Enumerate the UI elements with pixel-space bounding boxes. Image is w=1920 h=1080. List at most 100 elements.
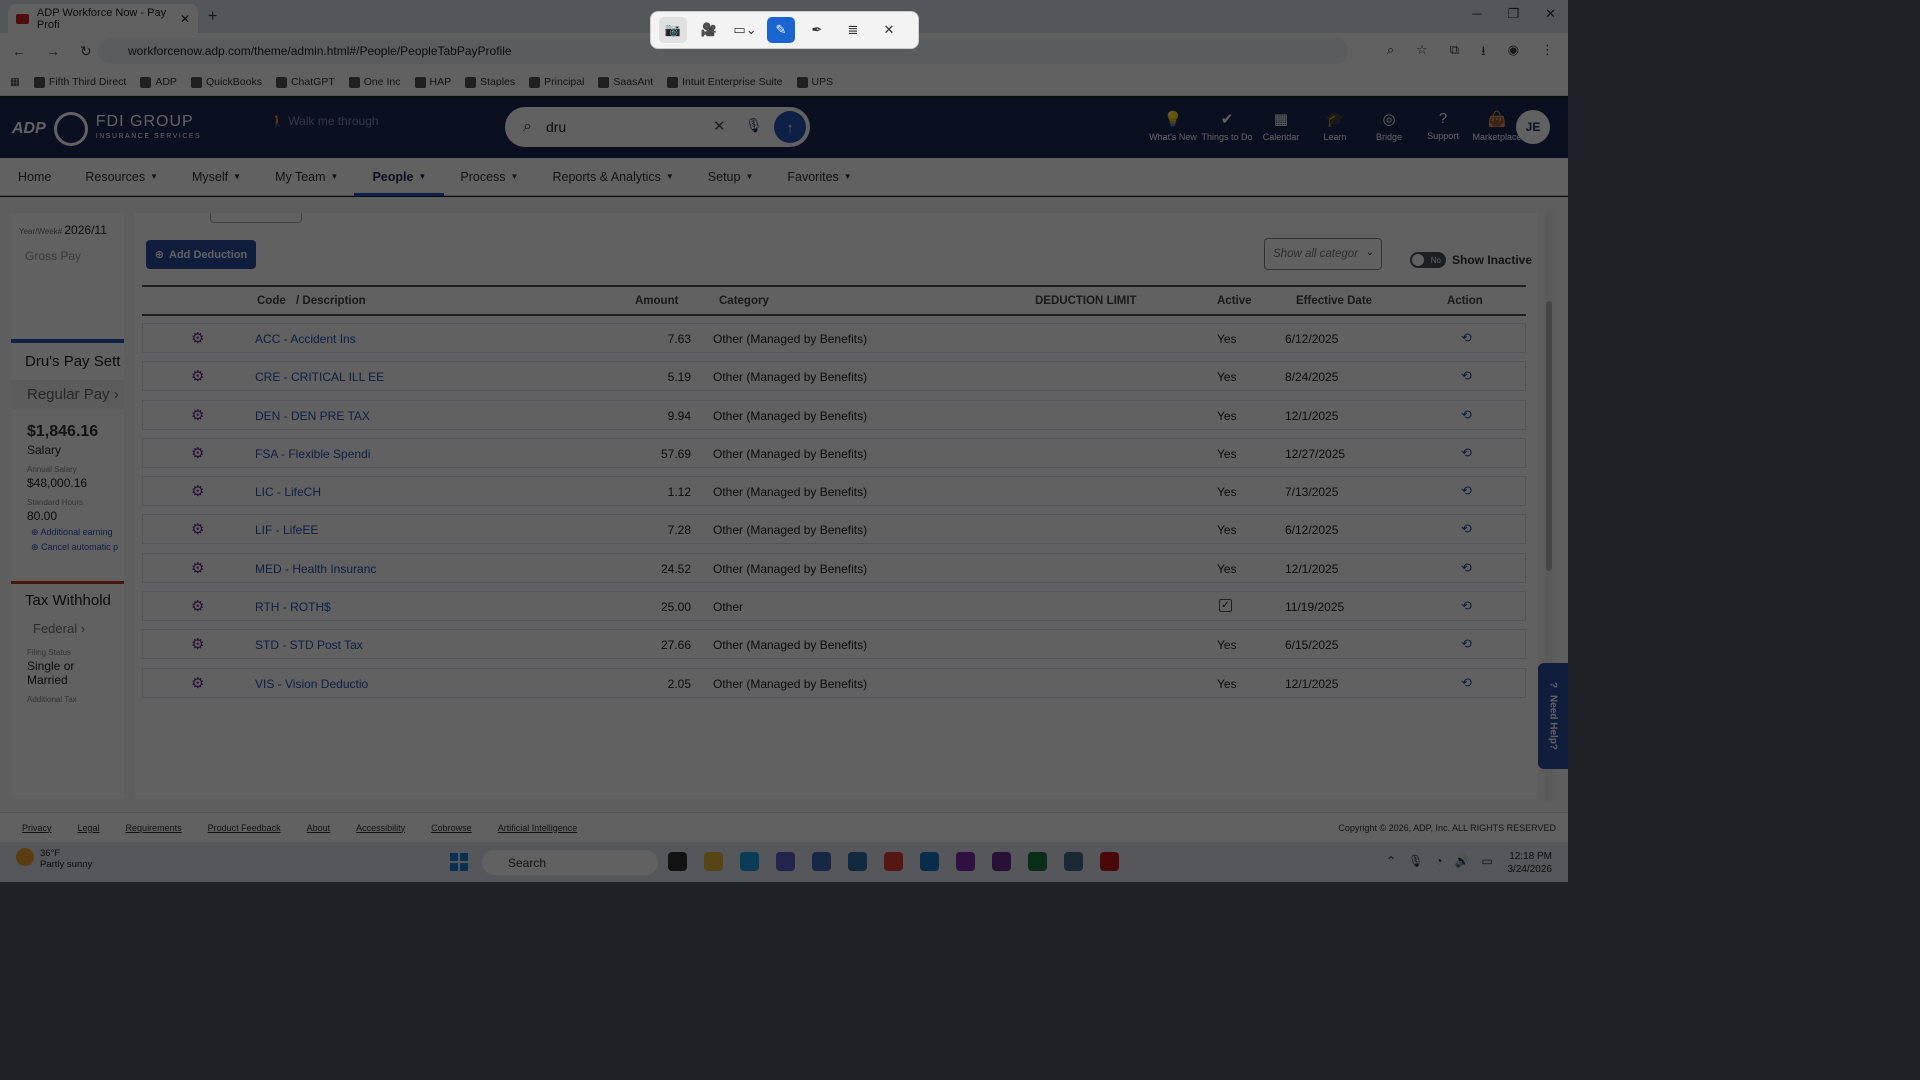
bookmark-star-icon[interactable]: ☆	[1416, 42, 1428, 57]
pen-icon[interactable]: ✒	[811, 22, 823, 37]
menu-people[interactable]: People ▼	[354, 158, 445, 196]
back-icon[interactable]: ←	[12, 42, 26, 59]
header-graduation-button[interactable]: 🎓 Learn	[1308, 110, 1362, 142]
category-filter-select[interactable]: Show all categor ⌄	[1264, 238, 1382, 270]
gear-icon[interactable]: ⚙	[191, 330, 205, 347]
menu-home[interactable]: Home	[18, 169, 52, 184]
active-checkbox[interactable]: ✓	[1219, 599, 1232, 613]
header-bridge-button[interactable]: ◎ Bridge	[1362, 110, 1416, 142]
bookmark-item[interactable]: Fifth Third Direct	[33, 76, 126, 88]
history-icon[interactable]: ⟲	[1461, 559, 1472, 575]
deduction-code-link[interactable]: STD - STD Post Tax	[255, 638, 363, 653]
bookmark-item[interactable]: Intuit Enterprise Suite	[667, 76, 783, 88]
bookmark-item[interactable]: Principal	[529, 76, 584, 88]
video-mode-icon[interactable]: 🎥	[700, 22, 718, 37]
deduction-code-link[interactable]: ACC - Accident Ins	[255, 332, 356, 346]
task-view-icon[interactable]	[668, 852, 687, 871]
menu-resources[interactable]: Resources ▼	[85, 169, 159, 184]
history-icon[interactable]: ⟲	[1461, 521, 1472, 537]
gear-icon[interactable]: ⚙	[191, 598, 205, 616]
rectangle-mode-icon[interactable]: ▭⌄	[733, 22, 757, 37]
close-tab-icon[interactable]: ✕	[179, 11, 190, 26]
table-row[interactable]: ⚙ RTH - ROTH$ 25.00 Other ✓ 11/19/2025 ⟲	[142, 591, 1526, 622]
avatar[interactable]: JE	[1516, 110, 1550, 144]
bookmark-item[interactable]: UPS	[796, 76, 833, 88]
deduction-code-link[interactable]: DEN - DEN PRE TAX	[255, 408, 370, 423]
table-row[interactable]: ⚙ DEN - DEN PRE TAX 9.94 Other (Managed by …	[142, 399, 1526, 430]
apps-grid-icon[interactable]: ▦	[10, 76, 20, 88]
zoom-icon[interactable]: ⌕	[1386, 42, 1395, 57]
collapsed-dropdown[interactable]	[210, 213, 302, 223]
menu-favorites[interactable]: Favorites ▼	[787, 169, 852, 184]
quickbooks-icon[interactable]	[992, 852, 1011, 871]
history-icon[interactable]: ⟲	[1461, 598, 1472, 614]
download-icon[interactable]: ⭳	[1481, 43, 1486, 58]
mic-tray-icon[interactable]: 🎙	[1408, 854, 1424, 868]
additional-earning-link[interactable]: ⊕ Additional earning	[31, 527, 113, 537]
teams-icon[interactable]	[776, 852, 795, 871]
browser-tab[interactable]: ADP Workforce Now - Pay Profi ✕	[8, 4, 198, 33]
app-icon[interactable]	[812, 852, 831, 871]
header-help-button[interactable]: ? Support	[1416, 110, 1470, 142]
taskbar-search[interactable]: Search	[482, 850, 658, 875]
file-explorer-icon[interactable]	[704, 852, 723, 871]
gear-icon[interactable]: ⚙	[191, 444, 205, 462]
clock[interactable]: 12:18 PM 3/24/2026	[1507, 851, 1553, 875]
deduction-code-link[interactable]: VIS - Vision Deductio	[255, 676, 369, 691]
menu-dots-icon[interactable]: ⋮	[1541, 42, 1554, 57]
deduction-code-link[interactable]: CRE - CRITICAL ILL EE	[255, 370, 385, 385]
scrollbar-thumb[interactable]	[1546, 301, 1552, 571]
deduction-code-link[interactable]: LIC - LifeCH	[255, 485, 322, 500]
footer-link-requirements[interactable]: Requirements	[125, 822, 182, 833]
outlook-icon[interactable]	[920, 852, 939, 871]
table-row[interactable]: ⚙ FSA - Flexible Spendi 57.69 Other (Manage…	[142, 437, 1526, 468]
menu-setup[interactable]: Setup ▼	[707, 169, 754, 184]
gear-icon[interactable]: ⚙	[191, 483, 205, 501]
bookmark-item[interactable]: ChatGPT	[275, 76, 335, 88]
gear-icon[interactable]: ⚙	[191, 521, 205, 539]
menu-reports-analytics[interactable]: Reports & Analytics ▼	[552, 169, 674, 184]
header-bulb-button[interactable]: 💡 What's New	[1146, 110, 1200, 142]
text-actions-icon[interactable]: ≣	[847, 22, 859, 37]
table-row[interactable]: ⚙ LIC - LifeCH 1.12 Other (Managed by Benef…	[142, 476, 1526, 507]
close-window-icon[interactable]: ✕	[1545, 6, 1556, 21]
restore-icon[interactable]: ❐	[1507, 6, 1520, 21]
menu-process[interactable]: Process ▼	[460, 169, 519, 184]
table-row[interactable]: ⚙ STD - STD Post Tax 27.66 Other (Managed b…	[142, 629, 1526, 660]
screenshot-mode-icon[interactable]: 📷	[659, 17, 687, 43]
history-icon[interactable]: ⟲	[1461, 483, 1472, 499]
volume-icon[interactable]: 🔊	[1454, 854, 1470, 868]
new-tab-icon[interactable]: +	[208, 8, 218, 25]
bookmark-item[interactable]: SaasAnt	[598, 76, 653, 88]
cancel-automatic-link[interactable]: ⊕ Cancel automatic p	[31, 542, 119, 552]
footer-link-accessibility[interactable]: Accessibility	[356, 822, 406, 833]
submit-search-button[interactable]: ↑	[774, 111, 806, 143]
excel-icon[interactable]	[1028, 852, 1047, 871]
calculator-icon[interactable]	[1064, 852, 1083, 871]
col-amount[interactable]: Amount	[635, 295, 679, 307]
chevron-up-icon[interactable]: ⌃	[1386, 854, 1397, 868]
history-icon[interactable]: ⟲	[1461, 674, 1472, 690]
minimize-icon[interactable]: ─	[1472, 6, 1482, 21]
table-row[interactable]: ⚙ MED - Health Insuranc 24.52 Other (Manage…	[142, 552, 1526, 583]
onenote-icon[interactable]	[956, 852, 975, 871]
regular-pay-link[interactable]: Regular Pay ›	[11, 380, 124, 409]
forward-icon[interactable]: →	[46, 42, 60, 59]
table-row[interactable]: ⚙ VIS - Vision Deductio 2.05 Other (Managed…	[142, 667, 1526, 698]
deduction-code-link[interactable]: RTH - ROTH$	[255, 600, 331, 615]
reload-icon[interactable]: ↻	[80, 42, 92, 59]
deduction-code-link[interactable]: LIF - LifeEE	[255, 523, 319, 538]
col-code[interactable]: Code	[257, 295, 286, 307]
deduction-code-link[interactable]: MED - Health Insuranc	[255, 561, 377, 576]
footer-link-cobrowse[interactable]: Cobrowse	[431, 822, 472, 833]
profile-icon[interactable]: ◉	[1507, 42, 1519, 57]
table-row[interactable]: ⚙ ACC - Accident Ins 7.63 Other (Managed by…	[142, 323, 1526, 353]
footer-link-artificial-intelligence[interactable]: Artificial Intelligence	[497, 822, 578, 833]
gear-icon[interactable]: ⚙	[191, 559, 205, 577]
footer-link-about[interactable]: About	[306, 822, 331, 833]
show-inactive-toggle[interactable]: No	[1410, 252, 1446, 268]
col-category[interactable]: Category	[719, 295, 769, 307]
gear-icon[interactable]: ⚙	[191, 636, 205, 654]
chrome-icon[interactable]	[884, 852, 903, 871]
gear-icon[interactable]: ⚙	[191, 674, 205, 692]
